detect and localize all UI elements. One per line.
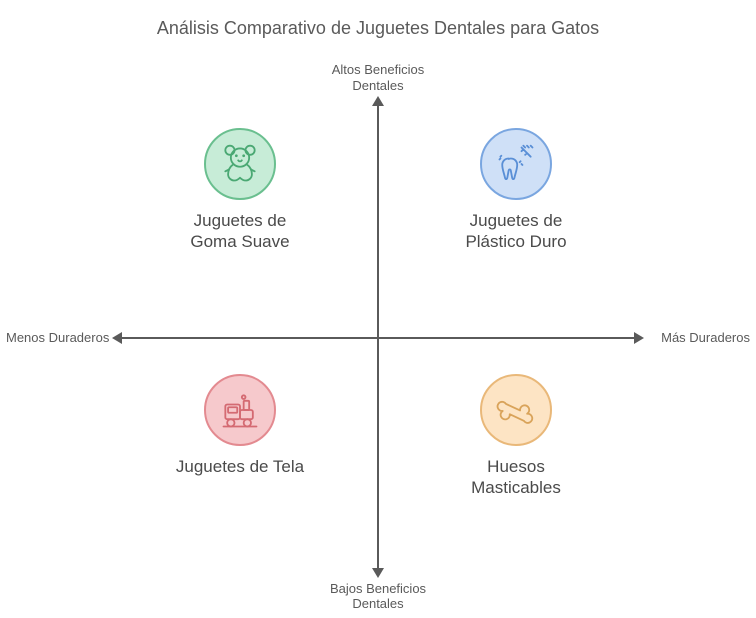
- quadrant-label: Huesos Masticables: [416, 456, 616, 499]
- chart-title: Análisis Comparativo de Juguetes Dentale…: [0, 18, 756, 39]
- train-icon: [204, 374, 276, 446]
- axis-label-top: Altos Beneficios Dentales: [0, 62, 756, 93]
- axis-label-right: Más Duraderos: [640, 330, 750, 346]
- quadrant-chart: Altos Beneficios Dentales Bajos Benefici…: [0, 56, 756, 618]
- teddy-icon: [204, 128, 276, 200]
- quadrant-label: Juguetes de Plástico Duro: [416, 210, 616, 253]
- quadrant-label: Juguetes de Tela: [140, 456, 340, 477]
- quadrant-label: Juguetes de Goma Suave: [140, 210, 340, 253]
- axis-label-left: Menos Duraderos: [6, 330, 116, 346]
- quadrant-top-left: Juguetes de Goma Suave: [140, 128, 340, 253]
- quadrant-top-right: Juguetes de Plástico Duro: [416, 128, 616, 253]
- quadrant-bottom-left: Juguetes de Tela: [140, 374, 340, 477]
- quadrant-bottom-right: Huesos Masticables: [416, 374, 616, 499]
- arrow-up-icon: [372, 96, 384, 106]
- y-axis: [377, 104, 379, 570]
- arrow-down-icon: [372, 568, 384, 578]
- tooth-brush-icon: [480, 128, 552, 200]
- axis-label-bottom: Bajos Beneficios Dentales: [0, 581, 756, 612]
- bone-icon: [480, 374, 552, 446]
